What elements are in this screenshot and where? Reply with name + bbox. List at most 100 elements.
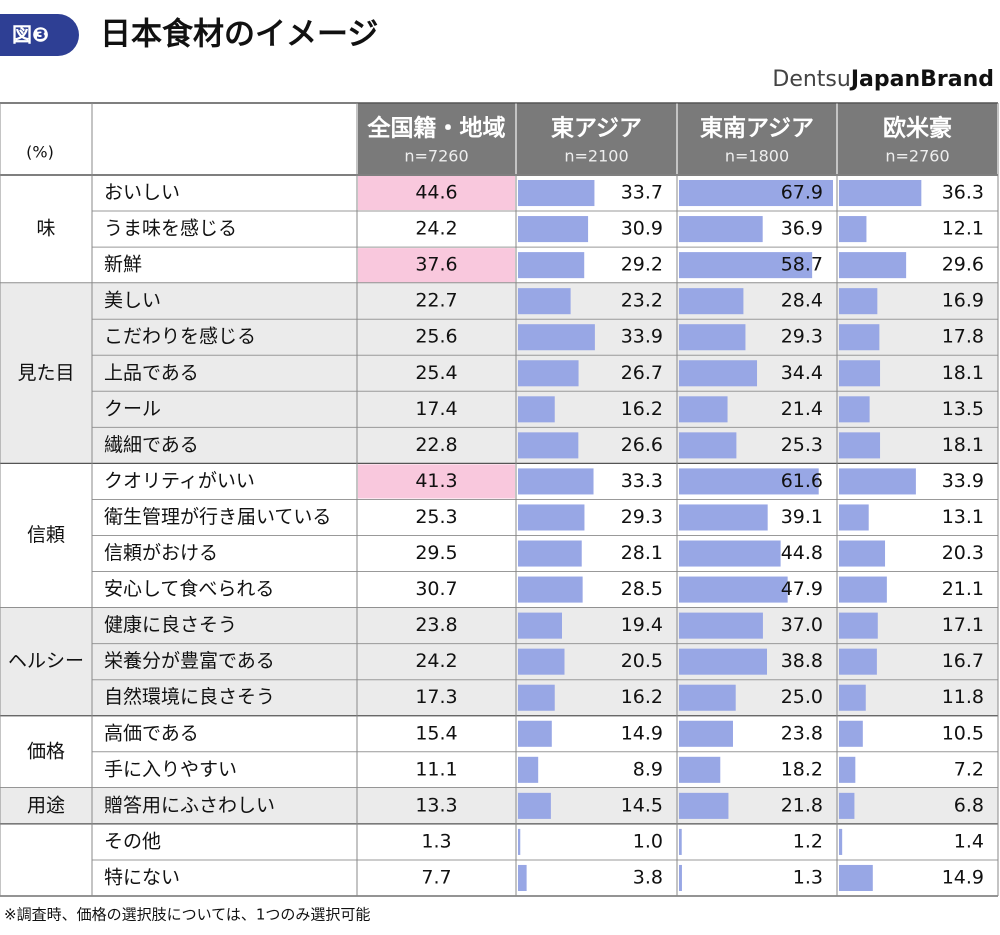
unit: (%): [26, 143, 54, 162]
value: 29.3: [781, 326, 823, 348]
bar: [839, 540, 886, 567]
bar: [518, 864, 527, 891]
bar: [518, 180, 595, 207]
row-label: 美しい: [104, 290, 161, 312]
value: 29.3: [621, 506, 663, 528]
bar: [839, 468, 916, 495]
bar: [839, 576, 887, 603]
bar: [839, 432, 881, 459]
bar: [518, 252, 585, 279]
value: 11.8: [942, 686, 984, 708]
value: 21.1: [942, 578, 984, 600]
bar: [679, 216, 763, 243]
bar: [679, 576, 788, 603]
header-cell: [517, 103, 676, 174]
bar: [518, 756, 539, 783]
bar: [839, 864, 873, 891]
group-shade: [0, 283, 998, 464]
brand-bold: JapanBrand: [849, 67, 994, 92]
row-label: クオリティがいい: [104, 470, 255, 492]
value: 36.3: [942, 182, 984, 204]
value: 44.8: [781, 542, 823, 564]
row-label: おいしい: [104, 182, 180, 204]
highlight: [358, 464, 515, 499]
value: 23.8: [781, 722, 823, 744]
bar: [518, 648, 565, 675]
group-label: 味: [36, 218, 55, 240]
bar: [679, 540, 781, 567]
highlight: [358, 176, 515, 211]
bar: [518, 288, 571, 315]
value: 37.0: [781, 614, 823, 636]
value: 18.2: [781, 758, 823, 780]
row-label: 衛生管理が行き届いている: [104, 506, 331, 528]
bar: [518, 396, 555, 423]
column-name: 欧米豪: [883, 115, 952, 142]
bar: [839, 792, 855, 819]
row-label: 上品である: [104, 362, 199, 384]
value: 15.4: [415, 722, 457, 744]
bar: [679, 828, 682, 855]
bar: [518, 360, 579, 387]
bar: [839, 216, 867, 243]
row-label: クール: [104, 398, 161, 420]
bar: [518, 612, 562, 639]
value: 25.0: [781, 686, 823, 708]
bar: [839, 360, 881, 387]
value: 28.4: [781, 290, 823, 312]
value: 34.4: [781, 362, 823, 384]
row-label: 手に入りやすい: [104, 758, 237, 780]
value: 17.4: [415, 398, 457, 420]
value: 33.9: [621, 326, 663, 348]
value: 36.9: [781, 218, 823, 240]
value: 19.4: [621, 614, 663, 636]
value: 58.7: [781, 254, 823, 276]
value: 3.8: [633, 866, 663, 888]
row-label: 栄養分が豊富である: [104, 650, 275, 672]
value: 1.2: [793, 830, 823, 852]
bar: [518, 540, 582, 567]
value: 41.3: [415, 470, 457, 492]
bar: [518, 216, 589, 243]
bar: [839, 612, 878, 639]
group-label: 用途: [27, 794, 65, 816]
value: 1.4: [954, 830, 984, 852]
value: 14.5: [621, 794, 663, 816]
value: 8.9: [633, 758, 663, 780]
row-label: 健康に良さそう: [104, 614, 237, 636]
value: 26.6: [621, 434, 663, 456]
bar: [679, 864, 682, 891]
value: 16.2: [621, 398, 663, 420]
bar: [839, 828, 843, 855]
value: 13.5: [942, 398, 984, 420]
column-name: 全国籍・地域: [367, 115, 506, 142]
bar: [839, 648, 877, 675]
value: 17.1: [942, 614, 984, 636]
value: 16.9: [942, 290, 984, 312]
row-label: その他: [104, 830, 161, 852]
bar: [839, 180, 922, 207]
bar: [518, 720, 552, 747]
value: 23.2: [621, 290, 663, 312]
value: 25.3: [415, 506, 457, 528]
value: 25.3: [781, 434, 823, 456]
value: 61.6: [781, 470, 823, 492]
bar: [679, 288, 744, 315]
bar: [679, 396, 728, 423]
value: 25.4: [415, 362, 457, 384]
bar: [679, 720, 733, 747]
bar: [679, 684, 736, 711]
column-n: n=1800: [725, 147, 789, 166]
header-cell: [678, 103, 836, 174]
bar: [679, 180, 833, 207]
value: 29.5: [415, 542, 457, 564]
column-n: n=7260: [404, 147, 468, 166]
bar: [679, 432, 737, 459]
value: 44.6: [415, 182, 457, 204]
bar: [839, 504, 869, 531]
value: 28.5: [621, 578, 663, 600]
value: 29.6: [942, 254, 984, 276]
row-label: うま味を感じる: [104, 218, 237, 240]
group-label: ヘルシー: [8, 650, 84, 672]
value: 22.7: [415, 290, 457, 312]
